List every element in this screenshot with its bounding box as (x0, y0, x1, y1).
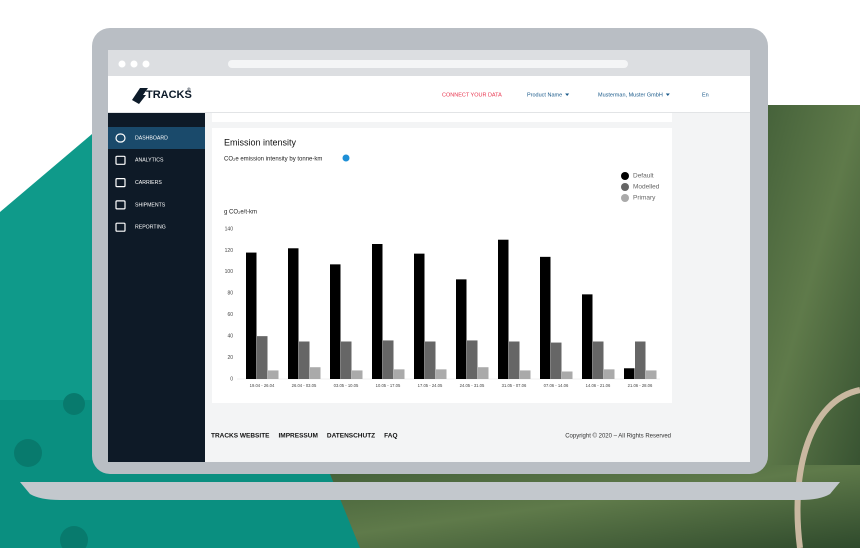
nav-link[interactable]: Musterman, Muster GmbH (598, 92, 663, 98)
chart-subtitle: CO₂e emission intensity by tonne-km (224, 157, 322, 163)
sidebar-icon (115, 222, 126, 232)
bar (425, 341, 436, 379)
bar (383, 340, 394, 379)
legend-swatch (621, 172, 629, 180)
x-tick-label: 21.06 - 28.06 (628, 383, 653, 388)
legend-label: Default (633, 173, 654, 180)
bar (414, 253, 425, 379)
x-tick-label: 14.06 - 21.06 (586, 383, 611, 388)
legend-swatch (621, 194, 629, 202)
card-top (212, 113, 672, 122)
bar (299, 341, 310, 379)
nav-link[interactable]: CONNECT YOUR DATA (442, 92, 502, 98)
bar (394, 369, 405, 379)
x-tick-label: 17.05 - 24.05 (418, 383, 443, 388)
x-tick-label: 10.05 - 17.05 (376, 383, 401, 388)
bar (498, 239, 509, 379)
y-tick-label: 80 (227, 291, 233, 297)
sidebar-item[interactable]: DASHBOARD (135, 135, 168, 141)
sidebar (108, 113, 205, 462)
x-tick-label: 31.05 - 07.06 (502, 383, 527, 388)
sidebar-item[interactable]: REPORTING (135, 225, 166, 231)
bar (593, 341, 604, 379)
bar (257, 336, 268, 379)
bar (509, 341, 520, 379)
y-tick-label: 60 (227, 312, 233, 318)
footer-link[interactable]: TRACKS WEBSITE (211, 433, 270, 440)
sidebar-icon (115, 133, 126, 143)
y-tick-label: 100 (225, 269, 234, 275)
y-tick-label: 0 (230, 376, 233, 382)
y-tick-label: 20 (227, 355, 233, 361)
y-tick-label: 120 (225, 248, 234, 254)
bar (467, 340, 478, 379)
sidebar-item[interactable]: CARRIERS (135, 180, 162, 186)
bar (624, 368, 635, 379)
nav-link[interactable]: Product Name (527, 92, 562, 98)
dropdown-caret (565, 93, 570, 96)
bar (352, 370, 363, 379)
x-tick-label: 03.05 - 10.05 (334, 383, 359, 388)
bar (372, 244, 383, 379)
bar (246, 252, 257, 379)
window-dot (118, 60, 126, 68)
bar (604, 369, 615, 379)
footer-link[interactable]: IMPRESSUM (279, 433, 318, 440)
bar (456, 279, 467, 379)
bar (520, 370, 531, 379)
x-tick-label: 26.04 - 03.05 (292, 383, 317, 388)
bar (582, 294, 593, 379)
legend-label: Modelled (633, 184, 660, 191)
x-tick-label: 19.04 - 26.04 (250, 383, 275, 388)
app-header (108, 76, 750, 112)
chart-title: Emission intensity (224, 137, 297, 147)
bar (635, 341, 646, 379)
bar (288, 248, 299, 379)
copyright: Copyright © 2020 – All Rights Reserved (565, 433, 671, 440)
x-tick-label: 24.05 - 31.05 (460, 383, 485, 388)
footer-link[interactable]: FAQ (384, 433, 397, 440)
x-tick-label: 07.06 - 14.06 (544, 383, 569, 388)
address-bar (228, 60, 628, 68)
bar (310, 367, 321, 379)
sidebar-icon (115, 155, 126, 165)
logo[interactable]: TRACKS (146, 89, 192, 101)
nav-link[interactable]: En (702, 92, 709, 98)
bar (562, 371, 573, 379)
dropdown-caret (665, 93, 670, 96)
window-dot (130, 60, 138, 68)
logo-icon (132, 88, 148, 104)
sidebar-active (108, 127, 205, 149)
y-axis-label: g CO₂e/t-km (224, 210, 257, 216)
y-tick-label: 40 (227, 333, 233, 339)
dot (60, 526, 88, 548)
bar (436, 369, 447, 379)
sidebar-item[interactable]: ANALYTICS (135, 158, 164, 164)
sidebar-item[interactable]: SHIPMENTS (135, 202, 166, 208)
bar (551, 342, 562, 379)
bar (646, 370, 657, 379)
bar (268, 370, 279, 379)
window-dot (142, 60, 150, 68)
legend-swatch (621, 183, 629, 191)
bar (540, 256, 551, 379)
dot (14, 439, 42, 467)
bar (341, 341, 352, 379)
header-border (108, 112, 750, 113)
sidebar-icon (115, 178, 126, 188)
legend-label: Primary (633, 195, 656, 202)
dot (63, 393, 85, 415)
footer-link[interactable]: DATENSCHUTZ (327, 433, 375, 440)
y-tick-label: 140 (225, 226, 234, 232)
laptop-base (20, 482, 840, 500)
info-icon[interactable] (342, 154, 350, 162)
bar (478, 367, 489, 379)
bar (330, 264, 341, 379)
logo-mark: ® (187, 86, 191, 93)
road (794, 387, 860, 548)
sidebar-icon (115, 200, 126, 210)
